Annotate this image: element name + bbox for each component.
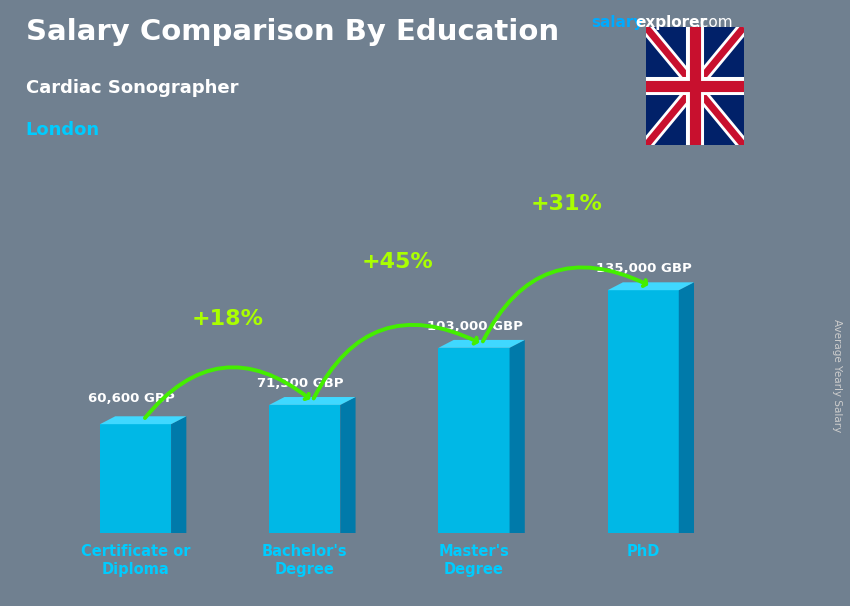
Text: explorer: explorer — [636, 15, 708, 30]
Polygon shape — [100, 416, 186, 424]
Polygon shape — [269, 397, 355, 405]
Polygon shape — [100, 424, 171, 533]
FancyArrowPatch shape — [145, 367, 309, 418]
Text: 60,600 GBP: 60,600 GBP — [88, 393, 175, 405]
FancyArrowPatch shape — [314, 325, 477, 399]
Text: 71,300 GBP: 71,300 GBP — [258, 377, 344, 390]
Text: 135,000 GBP: 135,000 GBP — [596, 262, 692, 275]
Text: +45%: +45% — [361, 252, 433, 272]
Text: salary: salary — [591, 15, 643, 30]
Text: +31%: +31% — [530, 194, 602, 215]
Text: +18%: +18% — [192, 309, 264, 329]
Text: London: London — [26, 121, 99, 139]
Polygon shape — [679, 282, 694, 533]
Text: 103,000 GBP: 103,000 GBP — [427, 320, 523, 333]
Text: Cardiac Sonographer: Cardiac Sonographer — [26, 79, 238, 97]
Polygon shape — [439, 348, 509, 533]
FancyArrowPatch shape — [483, 267, 646, 341]
Polygon shape — [608, 290, 679, 533]
Polygon shape — [608, 282, 694, 290]
Polygon shape — [340, 397, 355, 533]
Text: Salary Comparison By Education: Salary Comparison By Education — [26, 18, 558, 46]
Polygon shape — [509, 340, 524, 533]
Polygon shape — [171, 416, 186, 533]
Text: Average Yearly Salary: Average Yearly Salary — [831, 319, 842, 432]
Polygon shape — [269, 405, 340, 533]
Text: .com: .com — [695, 15, 733, 30]
Polygon shape — [439, 340, 524, 348]
